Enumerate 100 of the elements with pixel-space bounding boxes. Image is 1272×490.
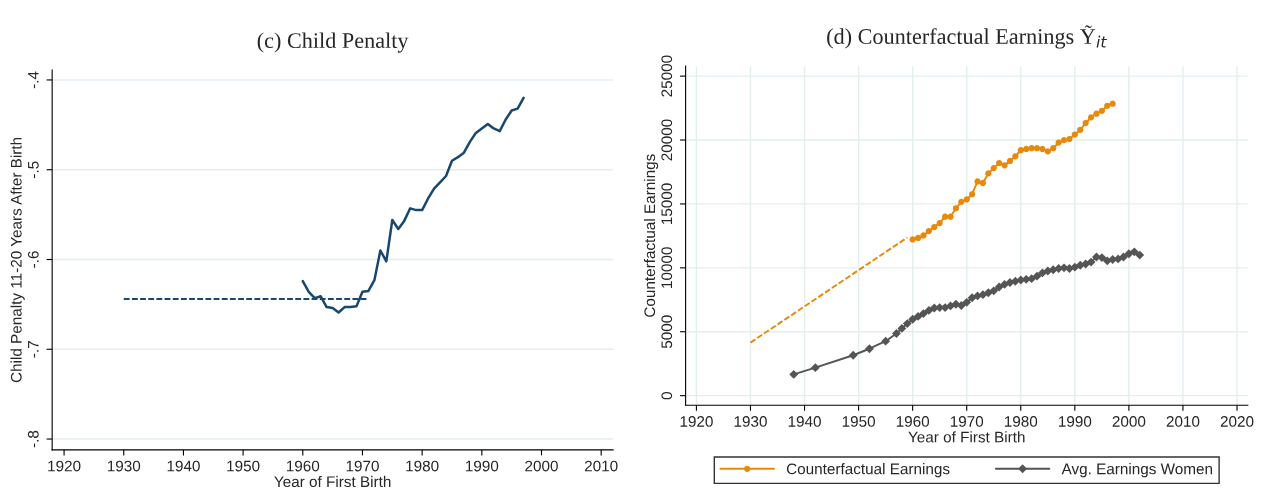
x-tick-label: 2020 [1220,416,1254,427]
point [919,309,928,319]
point [979,179,987,187]
x-tick-label: 1960 [896,416,930,427]
point [931,223,938,231]
point [994,282,1004,292]
point [947,213,954,220]
point [1001,162,1008,169]
y-tick-label: -.7 [28,341,39,358]
x-tick-label: 1930 [107,460,141,472]
point [902,319,912,328]
point [925,227,932,235]
y-tick-label: 25000 [661,55,673,97]
point [1039,145,1046,153]
x-tick-label: 1960 [286,460,320,472]
point [1023,145,1030,153]
point [908,314,918,324]
x-tick-label: 2000 [525,460,558,472]
point [810,363,820,373]
y-tick-label: -.8 [27,430,39,448]
x-tick-label: 1990 [465,460,499,472]
point [848,350,858,360]
point [1033,145,1041,152]
y-tick-label: 0 [661,391,673,400]
point [1000,280,1009,289]
point [963,196,970,203]
point [914,234,922,242]
point [1077,126,1084,133]
legend-label: Counterfactual Earnings [786,463,950,478]
point [996,159,1003,167]
point [897,324,907,333]
x-tick-label: 2000 [1112,416,1146,427]
y-tick-label: -.6 [27,251,39,268]
x-axis-title: Year of First Birth [908,431,1025,443]
y-tick-label: -.4 [28,71,39,89]
chart-title: (c) Child Penalty [257,32,409,53]
y-tick-label: 15000 [661,183,673,224]
point [951,299,961,309]
point [978,290,988,300]
y-tick-label: 20000 [661,119,673,161]
x-tick-label: 1970 [950,416,984,427]
y-tick-label: -.5 [28,161,39,178]
x-tick-label: 1970 [346,460,379,472]
x-tick-label: 1980 [1004,416,1038,427]
point [920,232,927,239]
point [1086,257,1096,267]
point [1055,139,1062,146]
point [990,165,997,172]
point [1087,114,1095,121]
point [892,329,901,338]
point [881,336,891,346]
point [1050,145,1057,152]
x-tick-label: 1980 [406,460,439,472]
point [936,219,943,227]
point [1032,271,1042,281]
point [864,344,874,354]
y-tick-label: 10000 [661,247,673,288]
x-tick-label: 2010 [1166,416,1200,427]
point [1071,131,1078,138]
chart-title: (d) Counterfactual Earnings Ỹ$_{it}$ [827,25,1107,49]
point [1006,157,1014,165]
x-tick-label: 2010 [584,460,618,472]
point [1098,107,1105,115]
point [1012,153,1019,160]
point [1082,119,1089,127]
point [941,213,949,220]
x-tick-label: 1920 [680,416,713,427]
point [1129,247,1139,257]
point [1017,147,1024,154]
point [985,170,992,177]
x-tick-label: 1940 [788,416,821,427]
legend-label: Avg. Earnings Women [1061,463,1213,478]
y-axis-title: Counterfactual Earnings [643,154,659,317]
point [1093,110,1100,117]
x-tick-label: 1920 [48,460,81,472]
y-tick-label: 5000 [661,315,673,349]
x-tick-label: 1930 [734,416,767,427]
point [1027,274,1037,284]
point [789,370,799,379]
x-tick-label: 1940 [167,460,200,472]
point [1135,250,1145,260]
point [1070,262,1080,272]
y-axis-title: Child Penalty 11-20 Years After Birth [10,137,25,383]
x-tick-label: 1990 [1059,416,1092,427]
x-axis-title: Year of First Birth [274,475,391,488]
point [974,178,981,185]
point [969,191,976,198]
point [952,205,960,212]
x-tick-label: 1950 [842,416,875,427]
point [1044,148,1051,155]
point [958,198,965,206]
x-tick-label: 1950 [227,460,260,472]
point [989,286,999,296]
point [1066,135,1073,143]
point [1104,102,1111,109]
point [962,297,972,307]
point [909,236,916,243]
point [1109,100,1116,107]
point [1124,249,1134,259]
point [1060,137,1068,144]
